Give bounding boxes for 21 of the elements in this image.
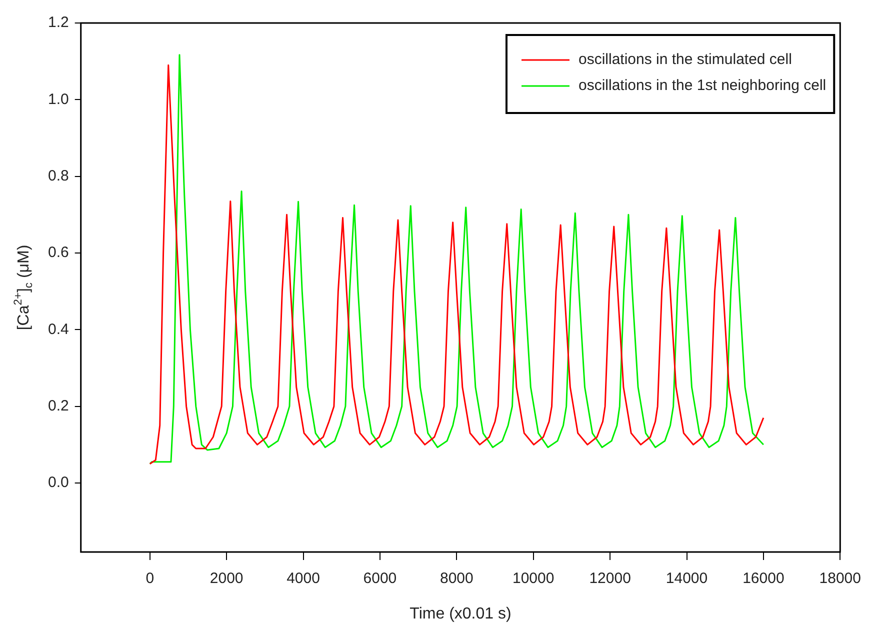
legend-label: oscillations in the stimulated cell <box>578 51 792 68</box>
y-tick-label: 0.8 <box>48 167 69 184</box>
y-tick-label: 0.0 <box>48 474 69 492</box>
y-tick-label: 0.4 <box>48 320 69 338</box>
x-tick-label: 4000 <box>286 570 320 588</box>
legend-label: oscillations in the 1st neighboring cell <box>578 77 826 94</box>
x-tick-label: 10000 <box>512 570 554 588</box>
x-axis-title: Time (x0.01 s) <box>410 605 512 622</box>
x-tick-label: 18000 <box>819 570 862 588</box>
x-tick-label: 6000 <box>363 570 397 588</box>
x-tick-label: 14000 <box>666 570 708 588</box>
y-axis-title: [Ca2+]c (μM) <box>12 244 35 330</box>
x-tick-label: 16000 <box>742 570 784 588</box>
y-tick-label: 0.6 <box>48 244 69 262</box>
x-tick-label: 0 <box>146 570 154 588</box>
y-tick-label: 1.2 <box>48 14 69 32</box>
y-tick-label: 1.0 <box>48 90 69 108</box>
y-tick-label: 0.2 <box>48 397 69 414</box>
x-tick-label: 8000 <box>440 570 474 588</box>
x-tick-label: 12000 <box>589 570 631 588</box>
x-tick-label: 2000 <box>210 570 244 588</box>
